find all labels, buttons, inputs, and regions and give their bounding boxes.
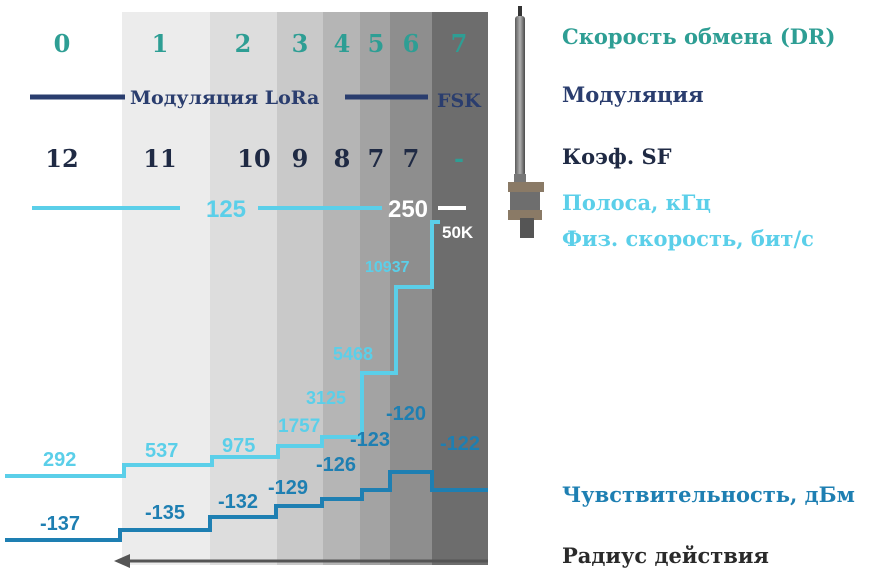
antenna-icon: [508, 6, 544, 238]
legend-range: Радиус действия: [562, 543, 769, 568]
bandwidth-row: 125 250: [32, 196, 466, 223]
column-bg-3: [277, 12, 323, 565]
column-bg-4: [323, 12, 360, 565]
bitrate-label: 975: [222, 435, 255, 457]
sf-label: 8: [334, 144, 351, 173]
sf-label: 7: [403, 144, 420, 173]
column-bg-2: [210, 12, 277, 565]
sensitivity-label: -123: [350, 429, 390, 451]
modulation-row: Модуляция LoRa FSK: [30, 87, 482, 112]
sensitivity-label: -132: [218, 491, 258, 513]
dr-label: 3: [292, 29, 309, 58]
sf-label: 7: [368, 144, 385, 173]
bitrate-label: 292: [43, 449, 76, 471]
dr-label: 7: [451, 29, 468, 58]
dr-label: 6: [403, 29, 420, 58]
bitrate-label: 5468: [333, 344, 373, 364]
legend-modulation: Модуляция: [562, 82, 704, 107]
modulation-lora-label: Модуляция LoRa: [130, 87, 319, 109]
sensitivity-label: -129: [268, 477, 308, 499]
sensitivity-step-line: [5, 470, 488, 542]
modulation-fsk-label: FSK: [437, 90, 482, 112]
sf-row: 12 11 10 9 8 7 7 -: [45, 144, 464, 173]
sensitivity-label: -135: [145, 502, 185, 524]
range-arrow: [114, 554, 488, 568]
sensitivity-label: -120: [386, 403, 426, 425]
legend-bitrate: Физ. скорость, бит/с: [562, 226, 814, 251]
dr-label: 4: [334, 29, 351, 58]
bitrate-labels: 292 537 975 1757 3125 5468 10937 50K: [43, 223, 474, 471]
range-arrow-head: [114, 554, 130, 568]
dr-label: 2: [235, 29, 252, 58]
bitrate-label: 3125: [306, 388, 346, 408]
dr-label: 1: [152, 29, 169, 58]
bitrate-label: 50K: [442, 223, 474, 242]
column-bg-5: [360, 12, 390, 565]
bandwidth-250-label: 250: [388, 196, 428, 223]
sensitivity-labels: -137 -135 -132 -129 -126 -123 -120 -122: [40, 403, 480, 535]
legend-bandwidth: Полоса, кГц: [562, 190, 711, 215]
dr-row: 0 1 2 3 4 5 6 7: [54, 29, 468, 58]
bitrate-step-line: [5, 220, 440, 478]
sf-label: 11: [143, 144, 176, 173]
bitrate-label: 1757: [278, 416, 320, 437]
sensitivity-label: -137: [40, 513, 80, 535]
dr-label: 5: [368, 29, 385, 58]
legend-sensitivity: Чувствительность, дБм: [562, 482, 855, 507]
legend-sf: Коэф. SF: [562, 144, 672, 169]
legend-dr: Скорость обмена (DR): [562, 24, 836, 49]
column-bg-1: [122, 12, 210, 565]
sensitivity-label: -122: [440, 433, 480, 455]
bitrate-label: 10937: [365, 259, 410, 276]
sf-label: 9: [292, 144, 309, 173]
sensitivity-label: -126: [316, 454, 356, 476]
sf-label: 12: [45, 144, 78, 173]
sf-label: -: [454, 144, 464, 173]
dr-label: 0: [54, 29, 71, 58]
column-bg-7: [432, 12, 488, 565]
sf-label: 10: [237, 144, 270, 173]
bandwidth-125-label: 125: [206, 196, 246, 223]
bitrate-label: 537: [145, 440, 178, 462]
